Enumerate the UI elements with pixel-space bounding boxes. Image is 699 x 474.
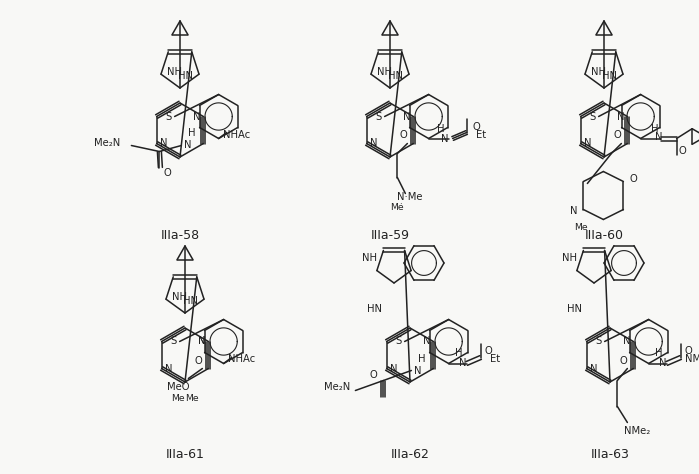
Text: N: N xyxy=(193,111,200,121)
Text: NH: NH xyxy=(591,67,607,77)
Text: HN: HN xyxy=(602,71,617,81)
Text: N: N xyxy=(370,138,377,148)
Text: HN: HN xyxy=(566,304,582,314)
Text: NHAc: NHAc xyxy=(228,355,255,365)
Text: IIIa-60: IIIa-60 xyxy=(584,228,624,241)
Text: Mė: Mė xyxy=(391,203,404,212)
Text: N·Me: N·Me xyxy=(396,192,422,202)
Text: O: O xyxy=(484,346,493,356)
Text: N: N xyxy=(617,111,624,121)
Text: HN: HN xyxy=(182,296,198,306)
Text: O: O xyxy=(679,146,686,155)
Text: NHAc: NHAc xyxy=(223,129,250,139)
Text: O: O xyxy=(685,346,693,356)
Text: S: S xyxy=(596,337,602,346)
Text: O: O xyxy=(370,370,377,380)
Text: N: N xyxy=(414,365,421,375)
Text: NMe₂: NMe₂ xyxy=(624,426,651,436)
Text: N: N xyxy=(659,358,666,368)
Text: S: S xyxy=(589,111,596,121)
Text: O: O xyxy=(194,356,202,365)
Text: Et: Et xyxy=(489,355,500,365)
Text: N: N xyxy=(459,358,466,368)
Text: Me₂N: Me₂N xyxy=(94,138,120,148)
Text: H: H xyxy=(655,348,663,358)
Text: N: N xyxy=(655,133,663,143)
Text: IIIa-59: IIIa-59 xyxy=(370,228,410,241)
Text: IIIa-63: IIIa-63 xyxy=(591,448,629,462)
Text: H: H xyxy=(455,348,462,358)
Text: NH: NH xyxy=(168,67,182,77)
Text: N: N xyxy=(198,337,205,346)
Text: O: O xyxy=(619,356,627,365)
Text: N: N xyxy=(165,364,173,374)
Text: NH: NH xyxy=(377,67,392,77)
Text: H: H xyxy=(187,128,195,138)
Text: IIIa-61: IIIa-61 xyxy=(166,448,204,462)
Text: Me: Me xyxy=(171,394,185,403)
Text: O: O xyxy=(164,168,171,179)
Text: O: O xyxy=(630,174,637,184)
Text: S: S xyxy=(166,111,172,121)
Text: NH: NH xyxy=(562,254,577,264)
Text: O: O xyxy=(473,121,480,131)
Text: IIIa-62: IIIa-62 xyxy=(391,448,429,462)
Text: N: N xyxy=(623,337,630,346)
Text: NH: NH xyxy=(362,254,377,264)
Text: N: N xyxy=(584,138,591,148)
Text: O: O xyxy=(400,130,408,140)
Text: S: S xyxy=(375,111,382,121)
Text: MeO: MeO xyxy=(167,382,189,392)
Text: S: S xyxy=(171,337,177,346)
Text: N: N xyxy=(403,111,410,121)
Text: N: N xyxy=(160,138,167,148)
Text: Et: Et xyxy=(475,129,486,139)
Text: Me: Me xyxy=(575,223,588,232)
Text: H: H xyxy=(437,124,445,134)
Text: HN: HN xyxy=(387,71,403,81)
Text: N: N xyxy=(390,364,397,374)
Text: N: N xyxy=(590,364,598,374)
Text: N: N xyxy=(198,337,205,346)
Text: NMe₂: NMe₂ xyxy=(686,355,699,365)
Text: O: O xyxy=(614,130,621,140)
Text: S: S xyxy=(396,337,402,346)
Text: Me: Me xyxy=(185,394,199,403)
Text: N: N xyxy=(184,140,191,151)
Text: H: H xyxy=(417,354,425,364)
Text: N: N xyxy=(441,134,448,144)
Text: HN: HN xyxy=(178,71,192,81)
Text: Me₂N: Me₂N xyxy=(324,382,350,392)
Text: N: N xyxy=(423,337,430,346)
Text: IIIa-58: IIIa-58 xyxy=(161,228,199,241)
Text: HN: HN xyxy=(366,304,382,314)
Text: H: H xyxy=(651,124,658,134)
Text: N: N xyxy=(570,207,577,217)
Text: NH: NH xyxy=(173,292,187,302)
